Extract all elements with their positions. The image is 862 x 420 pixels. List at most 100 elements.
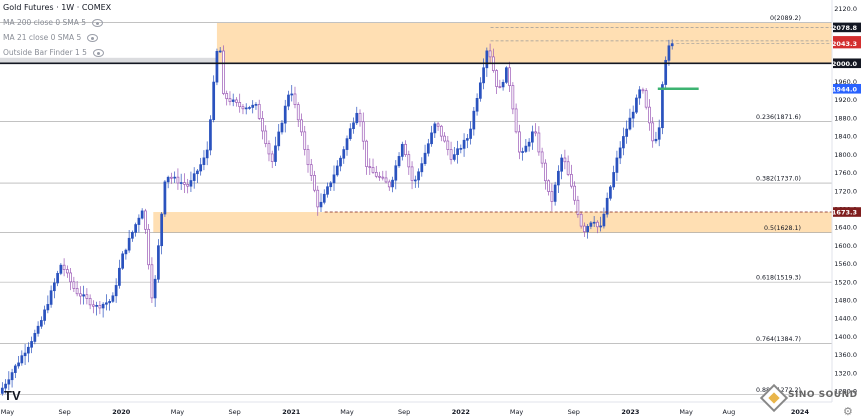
- candle-body: [153, 278, 157, 299]
- candle-body: [225, 93, 229, 100]
- candle-body: [378, 175, 381, 178]
- y-tick-label: 1320.0: [834, 369, 857, 377]
- candle-body: [518, 131, 521, 153]
- candle-body: [92, 304, 95, 307]
- candle-body: [244, 107, 248, 110]
- candle-body: [82, 294, 85, 297]
- watermark-logo: SINO SOUND: [758, 383, 858, 418]
- candle-body: [270, 153, 274, 162]
- candle-body: [66, 269, 69, 274]
- candle-body: [183, 182, 186, 185]
- candle-body: [85, 294, 89, 299]
- candle-body: [433, 123, 437, 134]
- y-tick-label: 1880.0: [834, 114, 857, 122]
- candle-body: [436, 123, 440, 127]
- candle-body: [488, 50, 492, 58]
- y-tick-label: 1600.0: [834, 242, 857, 250]
- candle-body: [251, 104, 255, 108]
- candle-body: [127, 237, 131, 251]
- candle-body: [277, 131, 281, 147]
- candle-body: [417, 171, 420, 181]
- candle-body: [254, 103, 258, 106]
- candle-body: [563, 157, 567, 163]
- candle-body: [615, 157, 619, 173]
- legend-row-outside-bar[interactable]: Outside Bar Finder 1 5: [3, 45, 111, 60]
- tradingview-logo[interactable]: TV: [4, 388, 21, 403]
- eye-icon[interactable]: [92, 19, 104, 27]
- candle-body: [638, 89, 642, 99]
- candle-body: [449, 149, 453, 160]
- y-tick-label: 1560.0: [834, 260, 857, 268]
- candle-body: [465, 138, 469, 141]
- candle-body: [329, 182, 333, 188]
- eye-icon[interactable]: [87, 34, 99, 42]
- candle-body: [296, 104, 300, 121]
- candle-body: [108, 301, 111, 304]
- price-badge-label: 2043.3: [832, 40, 857, 48]
- price-zone: [216, 22, 832, 64]
- candle-body: [228, 98, 232, 102]
- candle-body: [550, 191, 554, 202]
- candle-body: [576, 199, 580, 215]
- legend-row-ma200[interactable]: MA 200 close 0 SMA 5: [3, 15, 111, 30]
- legend-label-ma21: MA 21 close 0 SMA 5: [3, 33, 82, 42]
- candle-body: [635, 97, 638, 113]
- candle-body: [605, 197, 609, 215]
- candle-body: [498, 86, 502, 88]
- candle-body: [508, 67, 511, 86]
- legend-row-ma21[interactable]: MA 21 close 0 SMA 5: [3, 30, 111, 45]
- candle-body: [192, 173, 196, 181]
- candle-body: [137, 217, 141, 225]
- candle-body: [166, 176, 170, 183]
- candle-body: [322, 193, 326, 203]
- candle-body: [644, 90, 648, 108]
- candle-body: [111, 295, 115, 302]
- candle-body: [583, 225, 586, 233]
- candle-body: [374, 171, 378, 177]
- candle-body: [88, 298, 92, 306]
- candle-body: [387, 181, 391, 188]
- x-tick-label: 2020: [112, 408, 131, 416]
- x-tick-label: 2021: [282, 408, 301, 416]
- candle-body: [79, 293, 82, 297]
- candle-body: [358, 112, 362, 123]
- eye-icon[interactable]: [92, 49, 104, 57]
- candle-body: [371, 167, 375, 173]
- candle-body: [274, 145, 277, 162]
- candle-body: [553, 184, 557, 202]
- candle-body: [570, 174, 573, 187]
- candle-body: [157, 245, 160, 280]
- candle-body: [531, 131, 534, 143]
- candle-body: [661, 84, 664, 129]
- candle-body: [391, 179, 394, 188]
- candle-body: [381, 176, 385, 179]
- candle-body: [456, 148, 459, 155]
- candle-body: [33, 333, 37, 342]
- candle-body: [196, 170, 199, 175]
- y-tick-label: 1800.0: [834, 151, 857, 159]
- candle-body: [504, 67, 508, 83]
- candle-body: [326, 186, 329, 195]
- candle-body: [257, 103, 261, 119]
- candle-body: [573, 185, 577, 201]
- candle-body: [300, 119, 303, 133]
- candle-body: [475, 98, 479, 112]
- candle-body: [209, 119, 212, 151]
- candle-body: [625, 128, 629, 137]
- candle-body: [667, 45, 671, 61]
- candle-body: [316, 189, 320, 208]
- y-tick-label: 1520.0: [834, 278, 857, 286]
- x-tick-label: 2022: [452, 408, 470, 416]
- candle-body: [400, 143, 404, 157]
- candle-body: [147, 228, 151, 266]
- fib-label: 0.382(1737.0): [756, 176, 801, 183]
- candle-body: [410, 166, 414, 181]
- candle-body: [485, 50, 489, 69]
- candle-body: [7, 379, 11, 385]
- candle-body: [140, 210, 144, 219]
- settings-gear-icon[interactable]: ⚙: [843, 406, 853, 418]
- candle-body: [173, 176, 177, 179]
- candle-body: [430, 132, 433, 145]
- candle-body: [13, 365, 17, 373]
